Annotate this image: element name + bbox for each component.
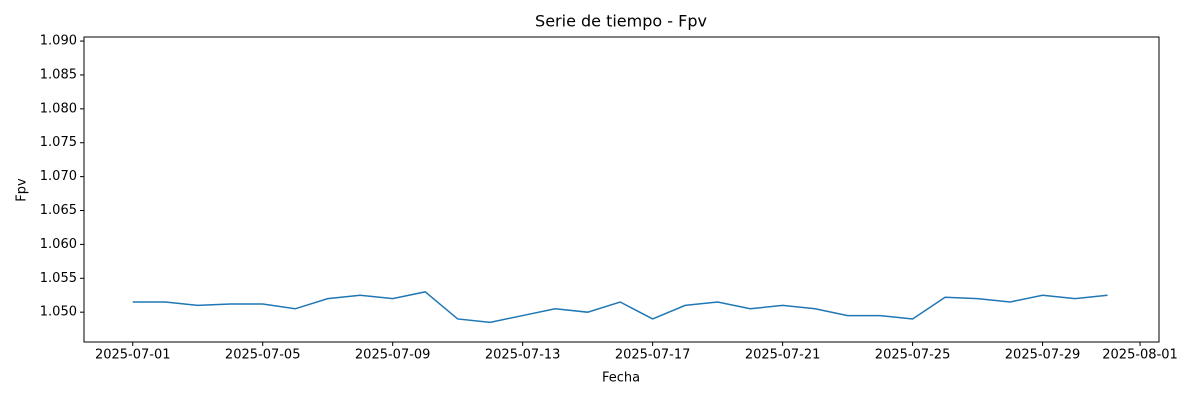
y-tick-label: 1.050: [40, 305, 77, 320]
y-tick-label: 1.055: [40, 271, 77, 286]
x-tick-label: 2025-07-09: [355, 348, 431, 363]
y-tick-label: 1.065: [40, 203, 77, 218]
x-tick-label: 2025-07-29: [1005, 348, 1081, 363]
plot-frame: [83, 36, 1160, 343]
x-tick-label: 2025-08-01: [1102, 348, 1178, 363]
x-tick-label: 2025-07-17: [615, 348, 691, 363]
x-axis-label: Fecha: [602, 371, 640, 386]
y-tick-label: 1.090: [40, 34, 77, 49]
y-tick-label: 1.070: [40, 169, 77, 184]
x-tick-label: 2025-07-05: [225, 348, 301, 363]
x-tick-label: 2025-07-21: [745, 348, 821, 363]
x-tick-label: 2025-07-25: [875, 348, 951, 363]
y-axis-label: Fpv: [15, 178, 30, 202]
x-tick-label: 2025-07-01: [95, 348, 171, 363]
chart-title: Serie de tiempo - Fpv: [535, 12, 707, 31]
y-tick-label: 1.085: [40, 67, 77, 82]
y-tick-label: 1.080: [40, 101, 77, 116]
y-tick-label: 1.075: [40, 135, 77, 150]
y-tick-label: 1.060: [40, 237, 77, 252]
data-line: [132, 291, 1108, 324]
x-tick-label: 2025-07-13: [485, 348, 561, 363]
